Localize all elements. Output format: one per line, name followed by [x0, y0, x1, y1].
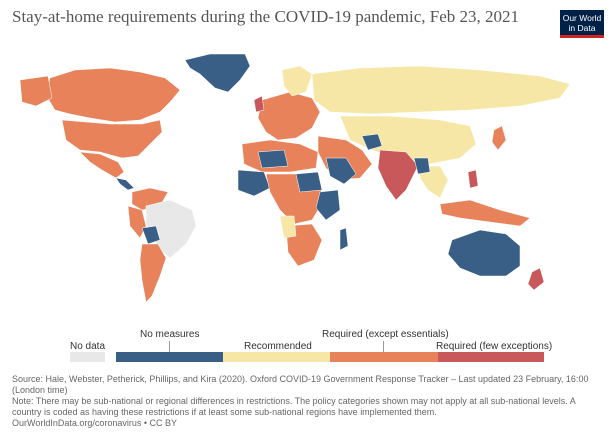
- legend-swatch-required-except[interactable]: [330, 352, 438, 362]
- footer-link[interactable]: OurWorldInData.org/coronavirus • CC BY: [12, 418, 178, 428]
- india[interactable]: [377, 149, 419, 201]
- mexico[interactable]: [79, 151, 125, 179]
- logo-line-1: Our World: [562, 13, 602, 23]
- source-text: Source: Hale, Webster, Petherick, Philli…: [12, 374, 589, 395]
- madagascar[interactable]: [339, 227, 349, 251]
- note-text: Note: There may be sub-national or regio…: [12, 396, 576, 417]
- europe[interactable]: [257, 91, 321, 141]
- legend-swatch-recommended[interactable]: [223, 352, 330, 362]
- alaska[interactable]: [19, 75, 53, 107]
- legend-label-recommended: Recommended: [244, 341, 312, 352]
- argentina-chile[interactable]: [139, 243, 167, 303]
- central-america[interactable]: [115, 177, 135, 191]
- algeria-libya[interactable]: [257, 149, 289, 169]
- japan[interactable]: [491, 125, 507, 151]
- afghanistan[interactable]: [361, 133, 383, 151]
- owid-logo[interactable]: Our World in Data: [560, 10, 604, 38]
- united-kingdom[interactable]: [253, 95, 265, 113]
- indonesia[interactable]: [439, 199, 531, 227]
- russia[interactable]: [311, 65, 571, 115]
- united-states[interactable]: [61, 119, 163, 159]
- logo-line-2: in Data: [568, 23, 596, 33]
- logo-accent-bar: [560, 35, 604, 38]
- legend-label-required-few: Required (few exceptions): [436, 341, 553, 352]
- canada[interactable]: [45, 67, 181, 123]
- legend-label-no-measures: No measures: [140, 329, 200, 340]
- legend-label-required-except: Required (except essentials): [322, 329, 449, 340]
- angola[interactable]: [279, 215, 297, 239]
- world-map: [19, 53, 571, 303]
- new-zealand[interactable]: [527, 267, 545, 291]
- legend-label-no-data: No data: [70, 341, 106, 352]
- greenland[interactable]: [184, 53, 251, 93]
- saudi-arabia[interactable]: [325, 157, 357, 185]
- legend-swatch-required-few[interactable]: [438, 352, 544, 362]
- west-africa[interactable]: [237, 169, 271, 197]
- australia[interactable]: [447, 229, 521, 277]
- myanmar-laos[interactable]: [413, 157, 431, 175]
- bolivia[interactable]: [141, 225, 161, 245]
- source-notes: Source: Hale, Webster, Petherick, Philli…: [12, 374, 604, 429]
- legend-tick-no-measures: [169, 341, 170, 352]
- east-africa[interactable]: [315, 189, 341, 221]
- chart-title: Stay-at-home requirements during the COV…: [12, 7, 520, 26]
- legend-tick-required-except: [383, 341, 384, 352]
- scandinavia[interactable]: [281, 65, 313, 97]
- peru[interactable]: [127, 205, 147, 239]
- legend-swatch-no-measures[interactable]: [116, 352, 223, 362]
- philippines[interactable]: [467, 169, 479, 189]
- sudan-chad[interactable]: [295, 171, 323, 193]
- legend-swatch-no-data[interactable]: [70, 352, 105, 362]
- china-central-asia[interactable]: [339, 115, 477, 165]
- southeast-asia[interactable]: [419, 165, 449, 199]
